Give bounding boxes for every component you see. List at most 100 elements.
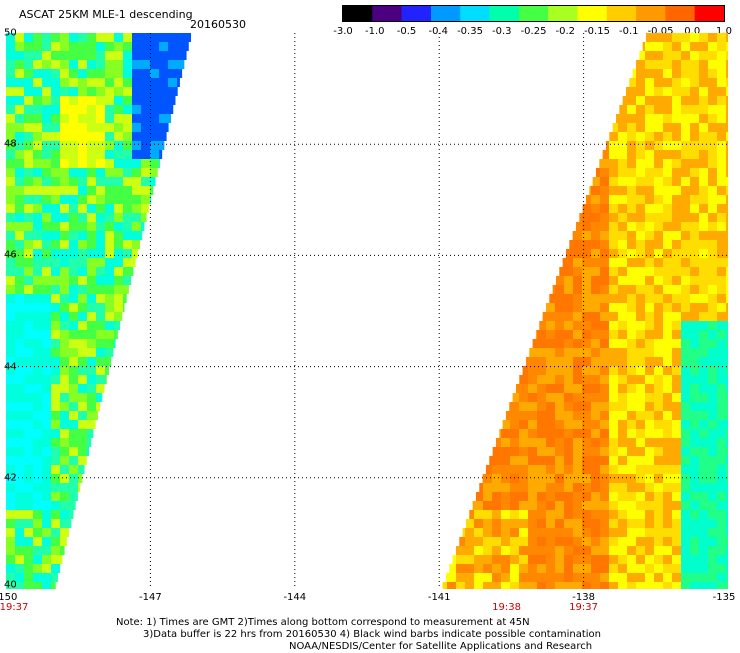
swath-cell [6,123,15,132]
swath-cell [87,195,96,204]
swath-cell [618,249,627,258]
swath-cell [566,249,573,258]
swath-cell [726,87,728,96]
swath-cell [600,330,609,339]
swath-cell [690,420,699,429]
swath-cell [78,60,87,69]
swath-cell [672,186,681,195]
swath-cell [51,303,60,312]
swath-cell [618,339,627,348]
swath-cell [717,411,726,420]
swath-cell [672,114,681,123]
swath-cell [42,240,51,249]
swath-cell [123,258,132,267]
swath-cell [141,204,149,213]
swath-cell [618,303,627,312]
swath-cell [699,519,708,528]
swath-cell [51,294,60,303]
swath-cell [555,447,564,456]
swath-cell [726,528,728,537]
swath-cell [33,114,42,123]
swath-cell [24,582,33,589]
swath-cell [78,177,87,186]
swath-cell [600,177,609,186]
swath-cell [15,456,24,465]
swath-cell [591,339,600,348]
swath-cell [699,78,708,87]
swath-cell [51,258,60,267]
swath-cell [141,213,147,222]
swath-cell [123,213,132,222]
swath-cell [663,501,672,510]
swath-cell [51,177,60,186]
swath-cell [699,33,708,42]
swath-cell [42,150,51,159]
swath-cell [672,132,681,141]
swath-cell [717,78,726,87]
swath-cell [654,429,663,438]
swath-cell [726,384,728,393]
swath-cell [555,573,564,582]
swath-cell [654,357,663,366]
swath-cell [87,150,96,159]
swath-cell [600,447,609,456]
swath-cell [645,60,654,69]
swath-cell [78,429,87,438]
swath-cell [60,447,69,456]
swath-cell [519,465,528,474]
swath-cell [24,285,33,294]
swath-cell [627,510,636,519]
swath-cell [51,159,60,168]
swath-cell [51,411,60,420]
swath-cell [6,114,15,123]
swath-cell [546,501,555,510]
swath-cell [150,87,159,96]
swath-cell [619,105,627,114]
swath-cell [15,564,24,573]
swath-cell [6,78,15,87]
swath-cell [699,249,708,258]
swath-cell [654,123,663,132]
swath-cell [69,492,78,501]
swath-cell [114,204,123,213]
swath-cell [627,159,636,168]
swath-cell [708,357,717,366]
swath-cell [501,465,510,474]
swath-cell [150,105,159,114]
swath-cell [699,114,708,123]
colorbar-segment [490,6,520,21]
swath-cell [150,33,159,42]
swath-cell [618,312,627,321]
swath-cell [33,447,42,456]
swath-cell [591,312,600,321]
swath-cell [114,123,123,132]
swath-cell [60,213,69,222]
swath-cell [519,573,528,582]
swath-cell [708,474,717,483]
swath-cell [528,366,537,375]
swath-cell [96,375,105,384]
swath-cell [69,285,78,294]
swath-cell [42,42,51,51]
swath-cell [69,456,78,465]
swath-cell [510,447,519,456]
swath-cell [60,348,69,357]
swath-cell [87,177,96,186]
swath-cell [42,123,51,132]
swath-cell [618,501,627,510]
swath-cell [132,141,141,150]
swath-cell [15,411,24,420]
swath-cell [690,276,699,285]
swath-cell [546,456,555,465]
swath-cell [600,456,609,465]
swath-cell [42,222,51,231]
swath-cell [87,240,96,249]
swath-cell [600,267,609,276]
swath-cell [6,60,15,69]
swath-cell [60,267,69,276]
swath-cell [609,285,618,294]
swath-cell [114,267,123,276]
swath-cell [159,96,168,105]
swath-cell [69,87,78,96]
swath-cell [168,60,177,69]
